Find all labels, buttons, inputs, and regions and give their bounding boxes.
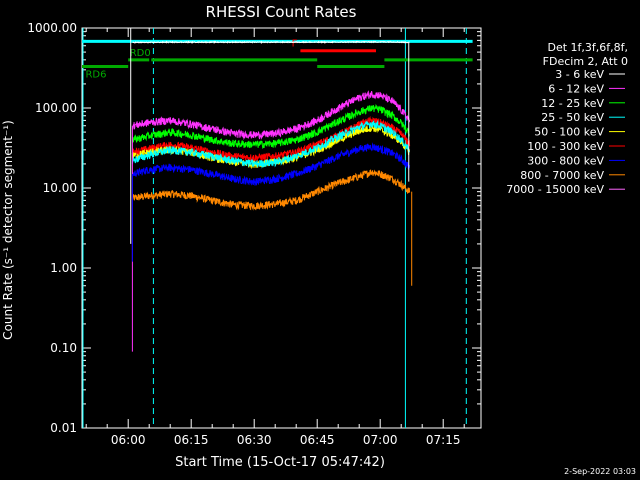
y-tick-label: 0.10: [50, 341, 77, 355]
legend-entry-label: 50 - 100 keV: [534, 126, 604, 139]
x-tick-label: 06:00: [111, 433, 146, 447]
x-tick-label: 06:30: [237, 433, 272, 447]
legend-entry-label: 100 - 300 keV: [527, 140, 604, 153]
chart-title: RHESSI Count Rates: [206, 3, 357, 21]
series-line-3-6-: [132, 40, 410, 44]
y-tick-label: 1000.00: [27, 21, 77, 35]
series-line-12-25-: [131, 103, 410, 150]
legend-entry-label: 6 - 12 keV: [548, 82, 604, 95]
x-tick-label: 06:45: [300, 433, 335, 447]
y-tick-label: 100.00: [35, 101, 77, 115]
series-line-6-12-: [131, 90, 411, 141]
legend-entry-label: 12 - 25 keV: [541, 97, 604, 110]
y-tick-label: 10.00: [43, 181, 77, 195]
y-axis-label: Count Rate (s⁻¹ detector segment⁻¹): [1, 120, 15, 340]
legend: Det 1f,3f,6f,8f,FDecim 2, Att 03 - 6 keV…: [506, 41, 628, 196]
state-bar-label: F: [292, 39, 298, 50]
legend-entry-label: 25 - 50 keV: [541, 111, 604, 124]
plot-frame: [81, 27, 482, 429]
state-bar-label: RD0: [130, 48, 151, 59]
legend-entry-label: 7000 - 15000 keV: [506, 183, 604, 196]
y-tick-label: 0.01: [50, 421, 77, 435]
legend-header: Det 1f,3f,6f,8f,: [547, 41, 628, 54]
series-line-300-800-: [131, 142, 411, 186]
legend-header: FDecim 2, Att 0: [543, 55, 628, 68]
x-tick-label: 07:00: [363, 433, 398, 447]
footer-date: 2-Sep-2022 03:03: [564, 467, 636, 476]
legend-entry-label: 300 - 800 keV: [527, 154, 604, 167]
legend-entry-label: 3 - 6 keV: [555, 68, 604, 81]
x-axis-label: Start Time (15-Oct-17 05:47:42): [175, 455, 385, 470]
series-line-800-7000-: [131, 169, 411, 211]
legend-entry-label: 800 - 7000 keV: [520, 169, 604, 182]
plot-area: 1000.00 100.00 10.00 1.00 0.10 0.01 06:00 06:15…: [27, 21, 482, 447]
state-bar-label: RD6: [85, 70, 106, 81]
series-line-25-50-: [131, 119, 411, 169]
x-tick-label: 06:15: [174, 433, 209, 447]
series-line-100-300-: [131, 115, 411, 163]
y-tick-label: 1.00: [50, 261, 77, 275]
x-tick-label: 07:15: [426, 433, 461, 447]
